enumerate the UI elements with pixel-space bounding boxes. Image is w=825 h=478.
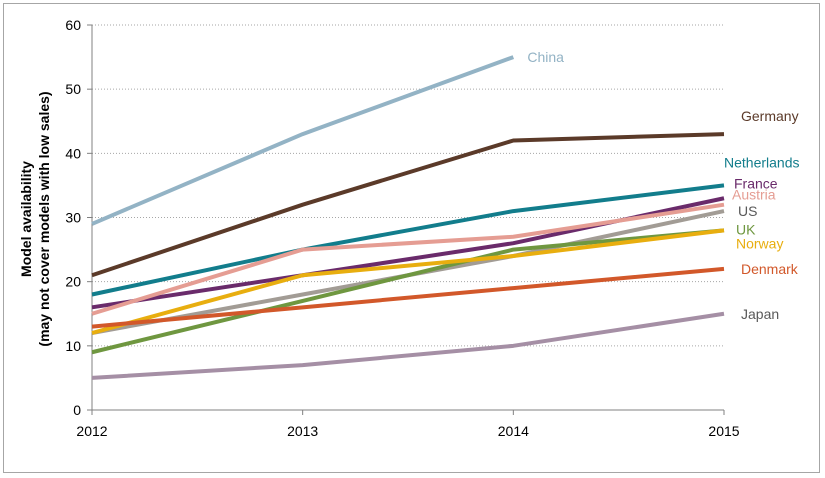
series-label-netherlands: Netherlands <box>724 154 800 170</box>
y-tick-label: 0 <box>73 402 81 418</box>
y-tick-labels: 0 10 20 30 40 50 60 <box>65 17 81 418</box>
series-line-germany <box>91 132 725 278</box>
series-line-uk <box>91 228 725 355</box>
x-tick-label: 2015 <box>708 423 739 439</box>
y-tick-label: 50 <box>65 81 81 97</box>
series-label-norway: Norway <box>736 235 783 251</box>
series-line-norway <box>91 228 725 335</box>
series-label-france: France <box>734 175 778 191</box>
series-line-china <box>91 55 515 226</box>
x-tick-labels: 2012 2013 2014 2015 <box>76 423 739 439</box>
series-label-japan: Japan <box>741 306 779 322</box>
series-label-us: US <box>738 203 757 219</box>
x-tick-label: 2013 <box>287 423 318 439</box>
x-tick-label: 2012 <box>76 423 107 439</box>
y-tick-label: 60 <box>65 17 81 33</box>
y-tick-label: 10 <box>65 338 81 354</box>
series-line-denmark <box>91 266 725 329</box>
series-label-uk: UK <box>736 221 756 237</box>
series-label-denmark: Denmark <box>741 261 799 277</box>
y-tick-label: 20 <box>65 274 81 290</box>
y-tick-label: 40 <box>65 145 81 161</box>
series-line-netherlands <box>91 183 725 297</box>
x-tick-label: 2014 <box>498 423 529 439</box>
axes <box>87 24 725 415</box>
y-axis-label-line2: (may not cover models with low sales) <box>36 91 52 346</box>
series-label-china: China <box>527 49 564 65</box>
series-line-japan <box>91 311 725 380</box>
y-axis-label-line1: Model availability <box>18 161 34 277</box>
y-tick-label: 30 <box>65 210 81 226</box>
series-line-france <box>91 196 725 310</box>
series-lines <box>91 55 725 380</box>
series-line-austria <box>91 202 725 316</box>
chart-frame <box>3 3 820 473</box>
series-label-germany: Germany <box>741 108 799 124</box>
series-label-austria: Austria <box>732 187 776 203</box>
